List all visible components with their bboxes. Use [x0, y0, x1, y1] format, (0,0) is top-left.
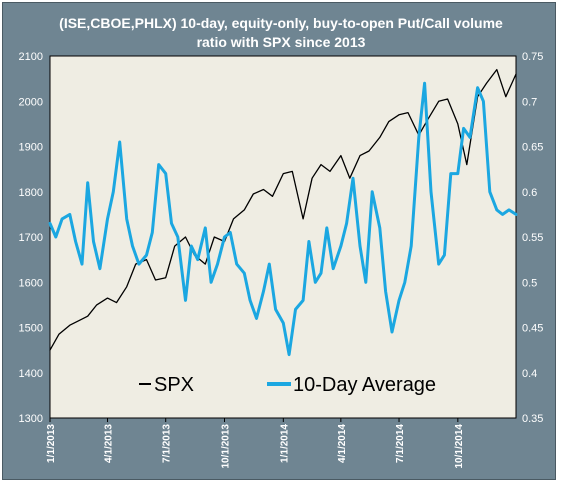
right-tick-label: 0.7 — [522, 96, 537, 108]
legend-avg-label: 10-Day Average — [293, 374, 436, 396]
x-tick-label: 1/1/2013 — [46, 424, 57, 463]
left-tick-label: 2000 — [19, 96, 43, 108]
x-tick-label: 1/1/2014 — [279, 424, 290, 463]
left-tick-label: 1300 — [19, 413, 43, 425]
plot-area — [49, 55, 517, 419]
right-tick-label: 0.65 — [522, 142, 543, 154]
chart-title-line-1: (ISE,CBOE,PHLX) 10-day, equity-only, buy… — [59, 15, 503, 31]
legend: SPX 10-Day Average — [139, 374, 436, 396]
x-tick-label: 7/1/2013 — [162, 424, 173, 463]
right-tick-label: 0.5 — [522, 277, 537, 289]
right-tick-label: 0.4 — [522, 368, 537, 380]
left-y-axis: 1300 1400 1500 1600 1700 1800 1900 2000 2100 — [19, 51, 43, 425]
right-tick-label: 0.6 — [522, 187, 537, 199]
legend-spx-label: SPX — [154, 374, 194, 396]
series-spx-line — [49, 68, 517, 351]
x-axis: 1/1/2013 4/1/2013 7/1/2013 10/1/2013 1/1/201… — [46, 418, 465, 469]
left-tick-label: 1400 — [19, 368, 43, 380]
left-tick-label: 1500 — [19, 323, 43, 335]
left-tick-label: 1700 — [19, 232, 43, 244]
x-tick-label: 10/1/2014 — [454, 424, 465, 469]
x-tick-label: 7/1/2014 — [395, 424, 406, 463]
right-tick-label: 0.35 — [522, 413, 543, 425]
left-tick-label: 1800 — [19, 187, 43, 199]
left-tick-label: 2100 — [19, 51, 43, 63]
chart-title-line-2: ratio with SPX since 2013 — [197, 34, 366, 50]
left-tick-label: 1600 — [19, 277, 43, 289]
chart: (ISE,CBOE,PHLX) 10-day, equity-only, buy… — [19, 15, 544, 469]
x-tick-label: 10/1/2013 — [221, 424, 232, 469]
series-10-day-average-line — [48, 81, 518, 357]
right-tick-label: 0.75 — [522, 51, 543, 63]
right-tick-label: 0.55 — [522, 232, 543, 244]
right-tick-label: 0.45 — [522, 323, 543, 335]
right-y-axis: 0.35 0.4 0.45 0.5 0.55 0.6 0.65 0.7 0.75 — [522, 51, 543, 425]
chart-frame: (ISE,CBOE,PHLX) 10-day, equity-only, buy… — [2, 2, 556, 480]
x-tick-label: 4/1/2014 — [337, 424, 348, 463]
x-tick-label: 4/1/2013 — [104, 424, 115, 463]
series-layer — [48, 68, 518, 357]
left-tick-label: 1900 — [19, 142, 43, 154]
